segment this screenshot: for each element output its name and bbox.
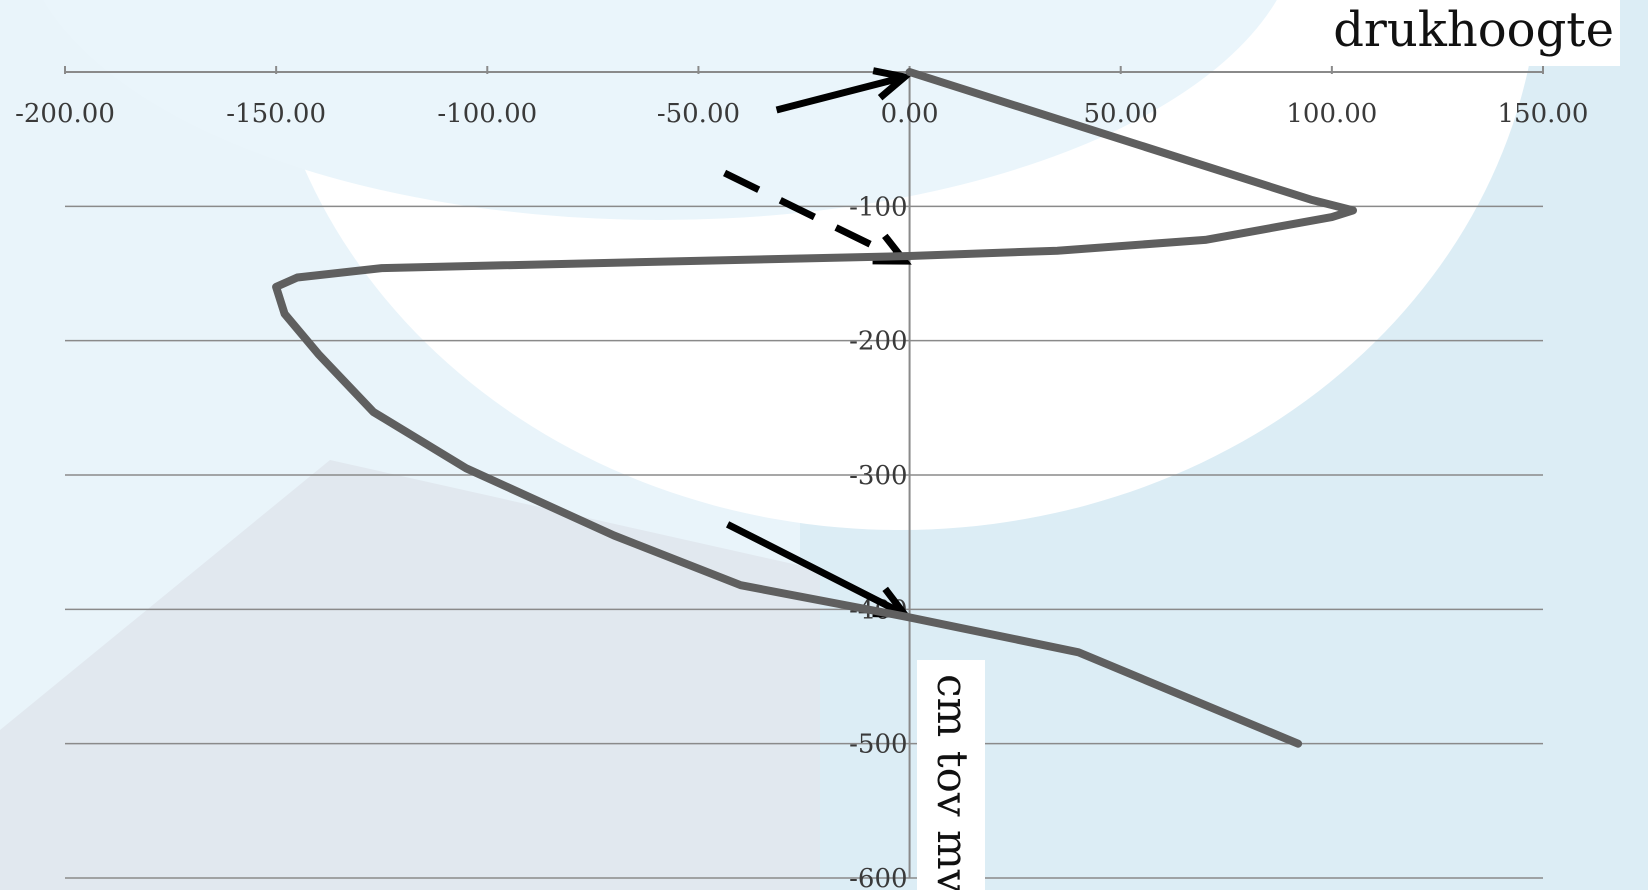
x-tick-label: -100.00 (437, 99, 537, 129)
y-tick-label: -100 (849, 192, 907, 222)
arrow-shaft (725, 521, 907, 618)
arrow-head (872, 67, 913, 101)
dashed-arrow (723, 169, 912, 265)
x-tick-label: 100.00 (1286, 99, 1377, 129)
x-tick-label: 50.00 (1083, 99, 1157, 129)
y-tick-label: -200 (849, 327, 907, 357)
arrow-shaft (723, 169, 907, 265)
arrow-head (872, 233, 912, 265)
x-tick-label: -200.00 (15, 99, 115, 129)
y-axis-label-box: cm tov mv (917, 660, 985, 890)
x-tick-label: -50.00 (657, 99, 740, 129)
y-tick-label: -300 (849, 461, 907, 491)
chart-title: drukhoogte (1327, 0, 1620, 66)
arrow (775, 67, 913, 114)
arrow-shaft (775, 73, 906, 114)
y-axis-label: cm tov mv (928, 674, 977, 890)
y-tick-label: -600 (849, 864, 907, 890)
data-line (272, 68, 1357, 748)
x-tick-label: 0.00 (881, 99, 939, 129)
x-tick-label: 150.00 (1498, 99, 1589, 129)
x-tick-label: -150.00 (226, 99, 326, 129)
y-tick-label: -500 (849, 730, 907, 760)
